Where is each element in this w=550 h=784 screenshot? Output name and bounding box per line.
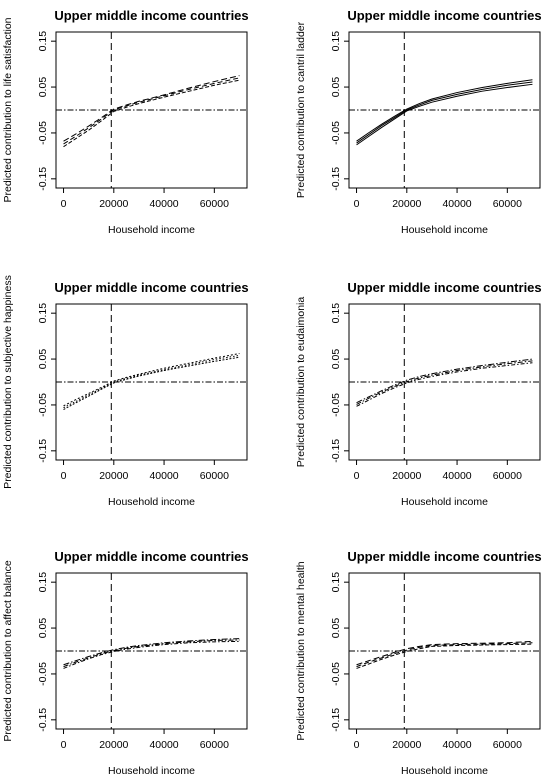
chart-title: Upper middle income countries <box>54 8 248 23</box>
series-line-3 <box>356 83 533 146</box>
series-line-1 <box>356 79 533 142</box>
chart-panel-3: Upper middle income countries -0.15 -0.05 0… <box>2 275 249 508</box>
y-tick-label: -0.05 <box>37 393 49 417</box>
x-tick-label: 60000 <box>200 198 229 210</box>
y-tick-label: -0.05 <box>37 121 49 145</box>
y-tick-label: 0.05 <box>330 77 342 98</box>
x-axis-label: Household income <box>108 224 195 236</box>
y-axis-label: Predicted contribution to affect balance <box>2 560 14 742</box>
y-axis-label: Predicted contribution to eudaimonia <box>295 297 307 468</box>
x-tick-label: 20000 <box>99 470 128 482</box>
chart-title: Upper middle income countries <box>54 280 248 295</box>
series-line-2 <box>356 360 533 405</box>
x-tick-label: 60000 <box>200 739 229 751</box>
y-tick-label: 0.15 <box>330 31 342 52</box>
series-line-2 <box>356 81 533 144</box>
y-axis-label: Predicted contribution to subjective hap… <box>2 275 14 489</box>
series-line-3 <box>63 79 240 148</box>
y-tick-label: 0.15 <box>37 31 49 52</box>
x-axis-label: Household income <box>401 224 488 236</box>
x-tick-label: 20000 <box>392 739 421 751</box>
series-line-1 <box>63 75 240 142</box>
x-tick-label: 0 <box>354 198 360 210</box>
x-axis-label: Household income <box>401 765 488 777</box>
x-tick-label: 20000 <box>99 739 128 751</box>
x-tick-label: 0 <box>61 739 67 751</box>
x-tick-label: 40000 <box>442 739 471 751</box>
y-tick-label: 0.05 <box>330 349 342 370</box>
y-tick-label: 0.05 <box>37 77 49 98</box>
chart-panel-6: Upper middle income countries -0.15 -0.05 0… <box>295 549 542 777</box>
x-tick-label: 60000 <box>493 198 522 210</box>
x-axis-label: Household income <box>108 765 195 777</box>
x-tick-label: 40000 <box>442 198 471 210</box>
series-line-2 <box>63 77 240 145</box>
y-tick-label: 0.15 <box>330 303 342 324</box>
chart-title: Upper middle income countries <box>347 8 541 23</box>
y-axis-label: Predicted contribution to mental health <box>295 561 307 740</box>
x-tick-label: 0 <box>61 198 67 210</box>
chart-title: Upper middle income countries <box>54 549 248 564</box>
y-tick-label: 0.05 <box>37 349 49 370</box>
x-tick-label: 20000 <box>392 198 421 210</box>
y-tick-label: 0.15 <box>37 572 49 593</box>
y-tick-label: -0.05 <box>37 662 49 686</box>
y-tick-label: 0.05 <box>37 618 49 639</box>
x-tick-label: 40000 <box>149 470 178 482</box>
y-tick-label: -0.15 <box>330 167 342 191</box>
x-tick-label: 20000 <box>99 198 128 210</box>
y-tick-label: 0.05 <box>330 618 342 639</box>
chart-title: Upper middle income countries <box>347 280 541 295</box>
x-tick-label: 60000 <box>493 470 522 482</box>
x-axis-label: Household income <box>108 496 195 508</box>
series-line-1 <box>63 638 240 666</box>
x-axis-label: Household income <box>401 496 488 508</box>
chart-panel-1: Upper middle income countries -0.15 -0.05 0… <box>2 8 249 236</box>
x-tick-label: 40000 <box>442 470 471 482</box>
y-tick-label: -0.05 <box>330 393 342 417</box>
series-line-2 <box>63 639 240 668</box>
x-tick-label: 40000 <box>149 198 178 210</box>
chart-panel-2: Upper middle income countries -0.15 -0.05 0… <box>295 8 542 236</box>
y-tick-label: -0.15 <box>37 708 49 732</box>
chart-panel-5: Upper middle income countries -0.15 -0.05 0… <box>2 549 249 777</box>
x-tick-label: 20000 <box>392 470 421 482</box>
x-tick-label: 0 <box>61 470 67 482</box>
y-tick-label: -0.15 <box>37 439 49 463</box>
y-axis-label: Predicted contribution to cantril ladder <box>295 21 307 198</box>
series-line-1 <box>63 353 240 407</box>
x-tick-label: 60000 <box>200 470 229 482</box>
y-tick-label: -0.15 <box>330 439 342 463</box>
y-axis-label: Predicted contribution to life satisfact… <box>2 17 14 202</box>
series-line-3 <box>63 356 240 410</box>
y-tick-label: 0.15 <box>330 572 342 593</box>
x-tick-label: 0 <box>354 739 360 751</box>
y-tick-label: -0.15 <box>330 708 342 732</box>
chart-panel-4: Upper middle income countries -0.15 -0.05 0… <box>295 280 542 508</box>
y-tick-label: -0.05 <box>330 662 342 686</box>
x-tick-label: 40000 <box>149 739 178 751</box>
series-line-2 <box>356 642 533 668</box>
series-line-3 <box>63 640 240 669</box>
x-tick-label: 0 <box>354 470 360 482</box>
y-tick-label: -0.15 <box>37 167 49 191</box>
y-tick-label: -0.05 <box>330 121 342 145</box>
series-line-3 <box>356 362 533 407</box>
y-tick-label: 0.15 <box>37 303 49 324</box>
series-line-1 <box>356 358 533 404</box>
chart-title: Upper middle income countries <box>347 549 541 564</box>
series-line-1 <box>356 640 533 666</box>
x-tick-label: 60000 <box>493 739 522 751</box>
